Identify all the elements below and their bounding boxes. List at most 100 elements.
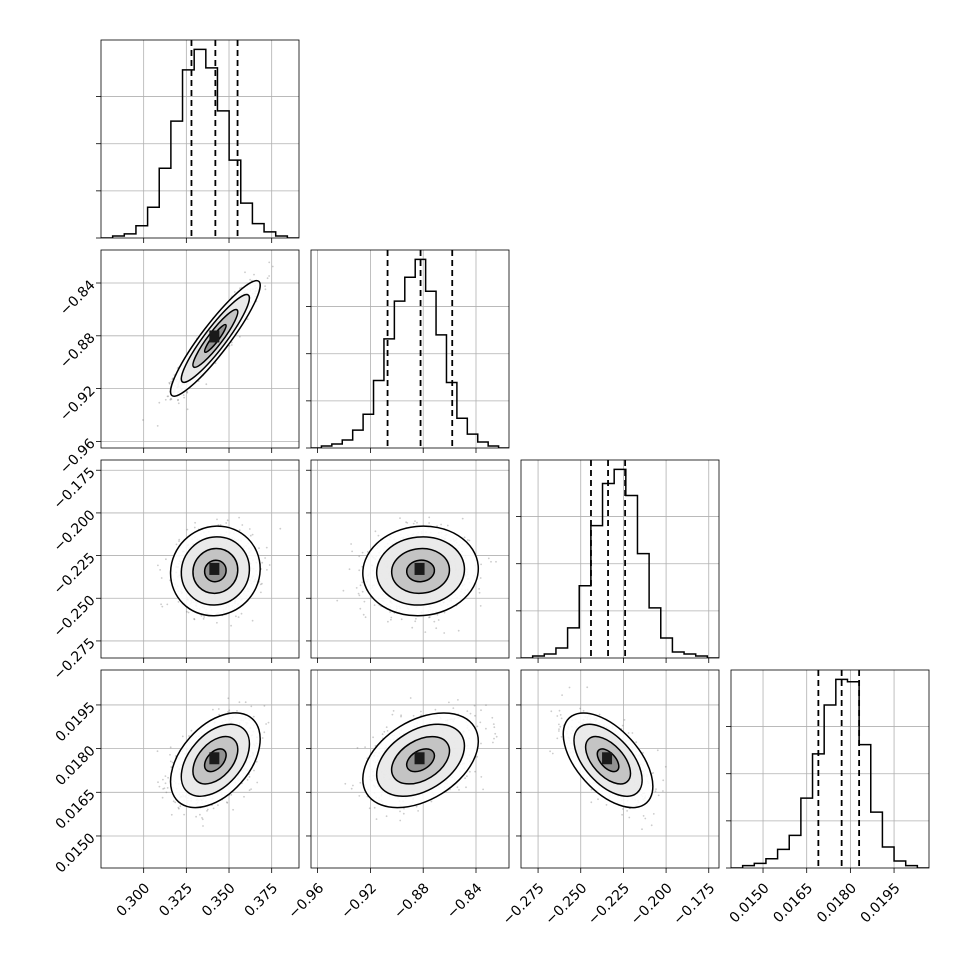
scatter-point <box>168 382 171 385</box>
scatter-point <box>244 701 247 704</box>
scatter-point <box>357 592 360 595</box>
scatter-point <box>249 278 252 281</box>
scatter-point <box>183 396 186 399</box>
scatter-point <box>463 536 466 539</box>
scatter-point <box>240 612 243 615</box>
scatter-point <box>406 522 409 524</box>
histogram-step <box>311 258 509 448</box>
scatter-point <box>478 588 480 590</box>
scatter-point <box>428 516 431 519</box>
scatter-point <box>226 801 228 804</box>
scatter-point <box>186 391 189 394</box>
scatter-point <box>177 601 180 603</box>
scatter-point <box>165 558 167 561</box>
scatter-point <box>405 521 407 524</box>
scatter-point <box>219 524 222 526</box>
scatter-point <box>157 564 159 567</box>
scatter-point <box>256 781 259 784</box>
scatter-point <box>440 523 442 526</box>
scatter-point <box>246 318 249 320</box>
scatter-point <box>231 341 233 344</box>
scatter-point <box>193 526 196 529</box>
scatter-point <box>212 708 214 711</box>
scatter-point <box>193 618 196 620</box>
scatter-point <box>217 804 219 806</box>
scatter-point <box>178 538 181 541</box>
scatter-point <box>253 273 255 276</box>
scatter-point <box>166 787 169 789</box>
scatter-point <box>186 528 189 531</box>
scatter-point <box>166 603 169 606</box>
scatter-point <box>461 517 464 520</box>
scatter-point <box>268 564 271 566</box>
scatter-point <box>168 381 171 384</box>
scatter-point <box>424 631 427 633</box>
scatter-point <box>414 520 416 522</box>
scatter-point <box>179 805 182 808</box>
scatter-point <box>361 590 364 593</box>
panel-1-1 <box>306 249 510 453</box>
scatter-point <box>479 605 482 607</box>
scatter-point <box>265 546 268 549</box>
scatter-point <box>214 362 217 365</box>
scatter-point <box>373 604 376 606</box>
panel-frame <box>310 459 510 659</box>
panel-frame <box>100 459 300 659</box>
scatter-point <box>358 594 361 597</box>
panel-2-2 <box>516 459 720 663</box>
panel-frame <box>100 249 300 449</box>
scatter-point <box>358 569 361 572</box>
scatter-point <box>187 611 190 614</box>
y-tick-label: −0.175 <box>51 465 99 513</box>
scatter-point <box>248 789 251 792</box>
scatter-point <box>233 291 236 293</box>
scatter-point <box>169 746 172 749</box>
panel-frame <box>520 459 720 659</box>
scatter-point <box>177 399 179 402</box>
scatter-point <box>457 629 460 632</box>
scatter-point <box>361 581 364 584</box>
histogram-step <box>101 48 299 238</box>
scatter-point <box>228 709 231 712</box>
scatter-point <box>225 522 228 524</box>
scatter-point <box>158 401 161 404</box>
scatter-point <box>264 288 267 291</box>
scatter-point <box>178 540 180 543</box>
scatter-point <box>414 620 417 623</box>
scatter-point <box>161 796 164 799</box>
scatter-point <box>178 807 180 810</box>
scatter-point <box>436 613 439 616</box>
scatter-point <box>238 701 241 704</box>
scatter-point <box>169 753 171 756</box>
y-tick-label: −0.225 <box>51 550 99 598</box>
scatter-point <box>142 419 144 421</box>
scatter-point <box>188 735 190 737</box>
scatter-point <box>258 547 260 549</box>
y-tick-label: −0.275 <box>51 635 99 683</box>
scatter-point <box>266 569 268 571</box>
scatter-point <box>351 550 353 553</box>
scatter-point <box>390 616 393 619</box>
scatter-point <box>259 583 262 586</box>
scatter-point <box>248 528 251 530</box>
scatter-point <box>205 383 208 386</box>
scatter-point <box>249 534 252 537</box>
scatter-point <box>183 813 186 816</box>
scatter-point <box>412 522 415 525</box>
scatter-point <box>248 776 251 778</box>
scatter-point <box>177 398 180 401</box>
scatter-point <box>443 632 446 634</box>
scatter-point <box>238 516 241 519</box>
scatter-point <box>428 616 430 619</box>
scatter-point <box>158 785 161 788</box>
scatter-point <box>389 611 391 613</box>
scatter-point <box>446 524 449 527</box>
panel-frame <box>310 249 510 449</box>
scatter-point <box>230 794 233 796</box>
scatter-point <box>480 563 482 566</box>
scatter-point <box>218 713 221 716</box>
scatter-point <box>359 584 362 587</box>
scatter-point <box>202 618 205 620</box>
scatter-point <box>261 561 264 564</box>
